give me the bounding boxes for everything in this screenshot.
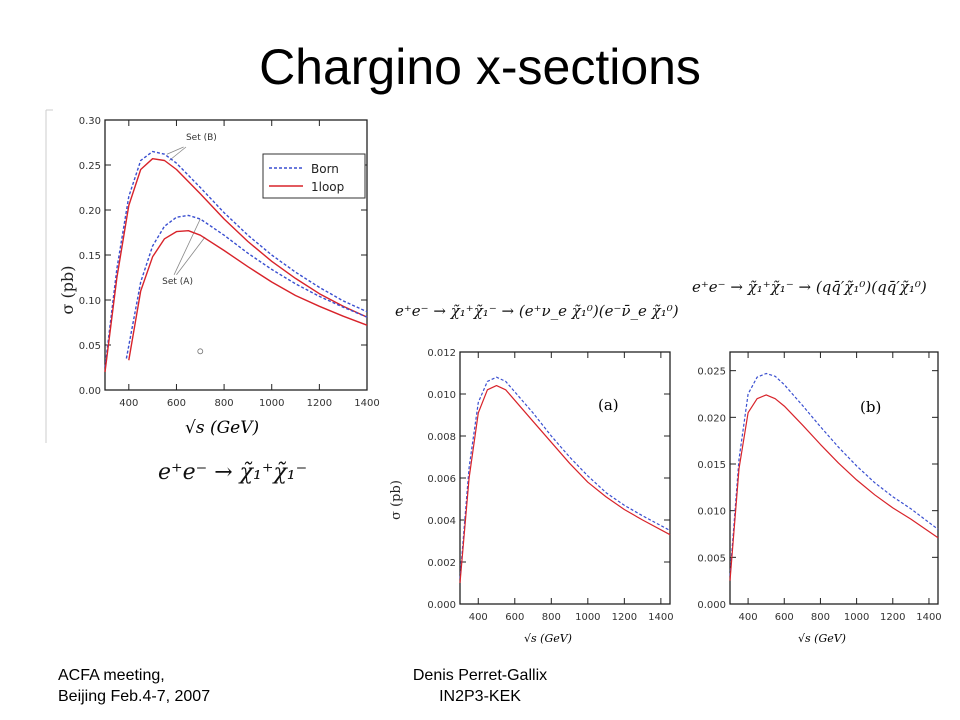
y-tick-label: 0.004 xyxy=(427,516,456,527)
equation-hadronic-decay: e⁺e⁻ → χ̃₁⁺χ̃₁⁻ → (qq̄′χ̃₁⁰)(qq̄′χ̃₁⁰) xyxy=(692,278,927,296)
x-tick-label: 1400 xyxy=(354,398,379,409)
chart-3-plot-frame xyxy=(729,351,939,605)
x-tick-label: 1000 xyxy=(259,398,284,409)
footer-author: Denis Perret-Gallix xyxy=(412,667,548,684)
series-line-born-seta xyxy=(125,214,368,359)
y-tick-label: 0.005 xyxy=(697,553,726,564)
legend-box xyxy=(262,153,366,199)
chart-3-x-axis-label: √s (GeV) xyxy=(798,632,846,645)
x-tick-label: 1200 xyxy=(612,612,637,623)
x-tick-label: 1400 xyxy=(916,612,941,623)
y-tick-label: 0.000 xyxy=(697,600,726,611)
series-line-1loop-setb xyxy=(104,158,368,373)
y-tick-label: 0.015 xyxy=(697,460,726,471)
legend-entry-label: 1loop xyxy=(311,180,344,194)
x-tick-label: 800 xyxy=(811,612,830,623)
y-tick-label: 0.010 xyxy=(697,507,726,518)
y-tick-label: 0.00 xyxy=(79,386,101,397)
y-tick-label: 0.20 xyxy=(79,206,101,217)
y-tick-label: 0.010 xyxy=(427,390,456,401)
footer-center: Denis Perret-Gallix IN2P3-KEK xyxy=(360,665,600,707)
chart-1-x-axis-label: √s (GeV) xyxy=(185,418,260,438)
chart-3-panel-label: (b) xyxy=(860,398,881,416)
chart-1-legend: Born 1loop xyxy=(262,153,366,199)
y-tick-label: 0.012 xyxy=(427,348,456,359)
callout-line xyxy=(166,146,184,155)
series-line-1loop xyxy=(459,384,671,584)
x-tick-label: 400 xyxy=(119,398,138,409)
footer-left: ACFA meeting, Beijing Feb.4-7, 2007 xyxy=(58,665,210,707)
annotation-set-b: Set (B) xyxy=(186,133,217,143)
y-tick-label: 0.008 xyxy=(427,432,456,443)
slide-title: Chargino x-sections xyxy=(259,39,701,95)
chart-leptonic-channel: σ (pb) (a) √s (GeV) 400 600 800 1000 1200 140… xyxy=(389,348,674,645)
series-line-born xyxy=(459,376,671,579)
y-tick-label: 0.10 xyxy=(79,296,101,307)
equation-leptonic-decay: e⁺e⁻ → χ̃₁⁺χ̃₁⁻ → (e⁺ν_e χ̃₁⁰)(e⁻ν̄_e χ̃… xyxy=(395,302,679,320)
x-tick-label: 1000 xyxy=(844,612,869,623)
x-tick-label: 1200 xyxy=(880,612,905,623)
x-tick-label: 800 xyxy=(542,612,561,623)
x-tick-label: 600 xyxy=(167,398,186,409)
x-tick-label: 400 xyxy=(739,612,758,623)
x-tick-label: 1400 xyxy=(648,612,673,623)
chart-1-y-axis-label: σ (pb) xyxy=(58,266,77,315)
series-line-born-setb xyxy=(104,150,368,368)
series-line-1loop xyxy=(729,394,939,581)
footer-date: Beijing Feb.4-7, 2007 xyxy=(58,688,211,705)
chart-1-plot-frame xyxy=(104,119,368,391)
chart-hadronic-channel: (b) √s (GeV) 400 600 800 1000 1200 1400 0.000 0… xyxy=(697,351,942,645)
y-tick-label: 0.30 xyxy=(79,116,101,127)
equation-chargino-pair: e⁺e⁻ → χ̃₁⁺χ̃₁⁻ xyxy=(158,460,308,485)
x-tick-label: 600 xyxy=(505,612,524,623)
callout-line xyxy=(176,236,206,276)
y-tick-label: 0.020 xyxy=(697,413,726,424)
series-line-1loop-seta xyxy=(128,229,368,361)
y-tick-label: 0.000 xyxy=(427,600,456,611)
chart-2-x-axis-label: √s (GeV) xyxy=(524,632,572,645)
y-tick-label: 0.05 xyxy=(79,341,101,352)
y-tick-label: 0.25 xyxy=(79,161,101,172)
callout-line xyxy=(169,146,187,161)
x-tick-label: 400 xyxy=(469,612,488,623)
chart-cross-section-sets: σ (pb) 400 600 800 1000 1200 1400 0.00 0.05 0.10… xyxy=(45,108,395,448)
chart-2-panel-label: (a) xyxy=(598,396,619,414)
callout-line xyxy=(173,218,201,275)
x-tick-label: 600 xyxy=(775,612,794,623)
series-line-born xyxy=(729,372,939,577)
footer-meeting: ACFA meeting, xyxy=(58,667,165,684)
y-tick-label: 0.025 xyxy=(697,367,726,378)
x-tick-label: 1200 xyxy=(307,398,332,409)
x-tick-label: 800 xyxy=(215,398,234,409)
y-tick-label: 0.006 xyxy=(427,474,456,485)
legend-entry-label: Born xyxy=(311,162,339,176)
stray-mark xyxy=(197,348,204,355)
chart-2-y-axis-label: σ (pb) xyxy=(389,480,404,520)
x-tick-label: 1000 xyxy=(575,612,600,623)
chart-2-plot-frame xyxy=(459,351,671,605)
footer-affiliation: IN2P3-KEK xyxy=(439,688,521,705)
y-tick-label: 0.002 xyxy=(427,558,456,569)
y-tick-label: 0.15 xyxy=(79,251,101,262)
annotation-set-a: Set (A) xyxy=(162,277,193,287)
